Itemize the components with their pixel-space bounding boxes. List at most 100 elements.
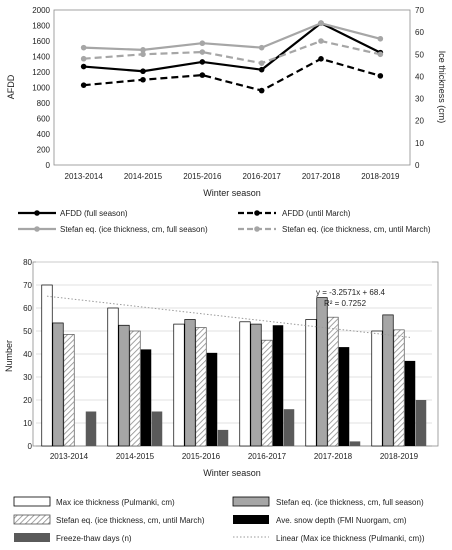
y-tick-label: 50 — [23, 327, 32, 336]
left-tick-label: 2000 — [32, 6, 50, 15]
bar-chart-xlabel: Winter season — [203, 468, 261, 478]
bar-chart-ylabel: Number — [4, 340, 14, 372]
category-label: 2015-2016 — [183, 172, 222, 181]
legend-trendline-label: Linear (Max ice thickness (Pulmanki, cm)… — [276, 534, 425, 543]
bar-chart: 0 10 20 30 40 50 60 70 80 2013-2014 2014-2015 2015… — [4, 258, 439, 543]
category-label: 2017-2018 — [314, 452, 353, 461]
series-point — [80, 44, 87, 51]
bar-5 — [217, 429, 229, 446]
y-tick-label: 0 — [28, 442, 33, 451]
category-label: 2014-2015 — [124, 172, 163, 181]
series-line-2 — [83, 57, 381, 92]
legend-stefan-march-bar-label: Stefan eq. (ice thickness, cm, until Mar… — [56, 516, 205, 525]
series-point — [377, 73, 384, 79]
left-tick-label: 1400 — [32, 53, 50, 62]
left-tick-label: 200 — [37, 146, 51, 155]
legend-stefan-march-bar: Stefan eq. (ice thickness, cm, until Mar… — [13, 514, 205, 525]
line-chart-category-labels: 2013-2014 2014-2015 2015-2016 2016-2017 2017… — [65, 172, 400, 181]
legend-snow-depth-label: Ave. snow depth (FMI Nuorgam, cm) — [276, 516, 407, 525]
legend-afdd-march: AFDD (until March) — [238, 209, 351, 218]
category-label: 2013-2014 — [65, 172, 104, 181]
category-label: 2017-2018 — [302, 172, 341, 181]
legend-afdd-full: AFDD (full season) — [18, 209, 128, 218]
legend-stefan-march-label: Stefan eq. (ice thickness, cm, until Mar… — [282, 225, 431, 234]
series-point — [258, 87, 265, 94]
y-tick-label: 80 — [23, 258, 32, 267]
left-tick-label: 1600 — [32, 37, 50, 46]
category-label: 2016-2017 — [243, 172, 282, 181]
y-tick-label: 60 — [23, 304, 32, 313]
line-chart-series — [80, 20, 384, 94]
bar-5 — [415, 400, 427, 446]
right-tick-label: 40 — [415, 72, 424, 81]
line-chart-left-ticks: 0 200 400 600 800 1000 1200 1400 1600 1800 2000 — [32, 6, 50, 170]
legend-stefan-march: Stefan eq. (ice thickness, cm, until Mar… — [238, 225, 431, 234]
bar-5 — [349, 441, 361, 446]
series-point — [199, 49, 206, 55]
bar-3 — [393, 329, 405, 447]
bar-3 — [327, 316, 339, 447]
bar-3 — [261, 339, 273, 447]
bar-1 — [173, 323, 185, 447]
bar-4 — [140, 349, 152, 446]
bar-3 — [195, 327, 207, 447]
line-chart-y2label: Ice thickness (cm) — [437, 51, 447, 124]
series-point — [80, 63, 87, 70]
y-tick-label: 40 — [23, 350, 32, 359]
bar-2 — [118, 324, 130, 447]
series-point — [318, 56, 324, 62]
right-tick-label: 70 — [415, 6, 424, 15]
right-tick-label: 30 — [415, 95, 424, 104]
bar-2 — [52, 322, 64, 447]
right-tick-label: 10 — [415, 139, 424, 148]
y-tick-label: 30 — [23, 373, 32, 382]
series-point — [199, 59, 206, 65]
bar-5 — [283, 409, 295, 446]
series-point — [258, 66, 265, 73]
line-chart-plot-area — [53, 9, 411, 166]
y-tick-label: 10 — [23, 419, 32, 428]
right-tick-label: 0 — [415, 161, 420, 170]
legend-max-ice: Max ice thickness (Pulmanki, cm) — [13, 496, 175, 507]
legend-trendline: Linear (Max ice thickness (Pulmanki, cm)… — [233, 534, 425, 543]
bar-1 — [239, 321, 251, 447]
series-point — [258, 44, 265, 51]
right-tick-label: 60 — [415, 28, 424, 37]
legend-snow-depth: Ave. snow depth (FMI Nuorgam, cm) — [233, 515, 407, 525]
legend-max-ice-label: Max ice thickness (Pulmanki, cm) — [56, 498, 175, 507]
series-point — [199, 72, 206, 78]
right-tick-label: 20 — [415, 117, 424, 126]
legend-afdd-full-label: AFDD (full season) — [60, 209, 128, 218]
series-point — [258, 60, 265, 66]
series-point — [80, 82, 87, 88]
series-line-4 — [83, 39, 381, 65]
bar-4 — [404, 360, 416, 446]
legend-stefan-full-label: Stefan eq. (ice thickness, cm, full seas… — [60, 225, 208, 234]
bar-3 — [63, 334, 75, 447]
bar-5 — [85, 411, 97, 446]
trendline — [46, 295, 411, 338]
bar-2 — [250, 323, 262, 447]
category-label: 2014-2015 — [116, 452, 155, 461]
legend-afdd-march-label: AFDD (until March) — [282, 209, 351, 218]
line-chart: 0 200 400 600 800 1000 1200 1400 1600 1800 2000 0 1… — [6, 6, 447, 234]
trendline-equation: y = -3.2571x + 68.4 — [316, 288, 385, 297]
trendline-r2: R² = 0.7252 — [324, 299, 367, 308]
bar-chart-legend: Max ice thickness (Pulmanki, cm) Stefan … — [13, 496, 425, 543]
series-point — [318, 38, 324, 44]
left-tick-label: 1200 — [32, 68, 50, 77]
left-tick-label: 0 — [46, 161, 51, 170]
category-label: 2013-2014 — [50, 452, 89, 461]
bar-1 — [305, 319, 317, 447]
category-label: 2015-2016 — [182, 452, 221, 461]
series-point — [140, 51, 146, 58]
series-point — [140, 68, 146, 75]
bar-chart-gridlines — [36, 261, 432, 447]
bar-4 — [338, 347, 350, 446]
bar-2 — [184, 319, 196, 447]
left-tick-label: 1000 — [32, 84, 50, 93]
left-tick-label: 800 — [37, 99, 51, 108]
bar-4 — [272, 325, 284, 446]
line-chart-xlabel: Winter season — [203, 188, 261, 198]
